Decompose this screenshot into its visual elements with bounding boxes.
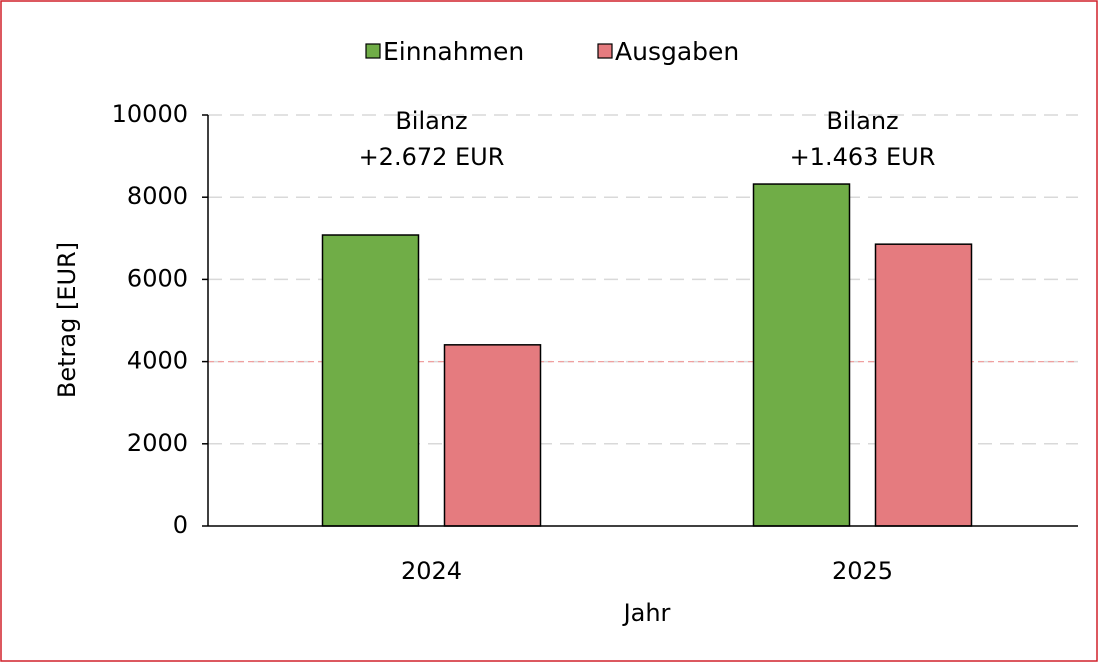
annotation: Bilanz	[826, 107, 898, 135]
x-tick-label: 2024	[401, 557, 462, 585]
y-tick-label: 2000	[127, 429, 188, 457]
y-axis-label: Betrag [EUR]	[53, 242, 81, 398]
bar	[443, 344, 542, 527]
annotation: +1.463 EUR	[790, 143, 936, 171]
y-tick-label: 10000	[112, 100, 188, 128]
y-tick-label: 4000	[127, 347, 188, 375]
annotation: Bilanz	[395, 107, 467, 135]
x-tick-label: 2025	[832, 557, 893, 585]
x-axis-label: Jahr	[622, 599, 671, 627]
legend-label: Ausgaben	[615, 37, 739, 66]
bar	[752, 183, 851, 527]
y-tick-label: 6000	[127, 264, 188, 292]
annotation: +2.672 EUR	[359, 143, 505, 171]
y-tick-label: 0	[173, 511, 188, 539]
bar	[321, 234, 420, 527]
bar	[874, 243, 973, 527]
legend-swatch	[597, 43, 613, 59]
y-tick-label: 8000	[127, 182, 188, 210]
legend-label: Einnahmen	[383, 37, 524, 66]
legend-swatch	[365, 43, 381, 59]
